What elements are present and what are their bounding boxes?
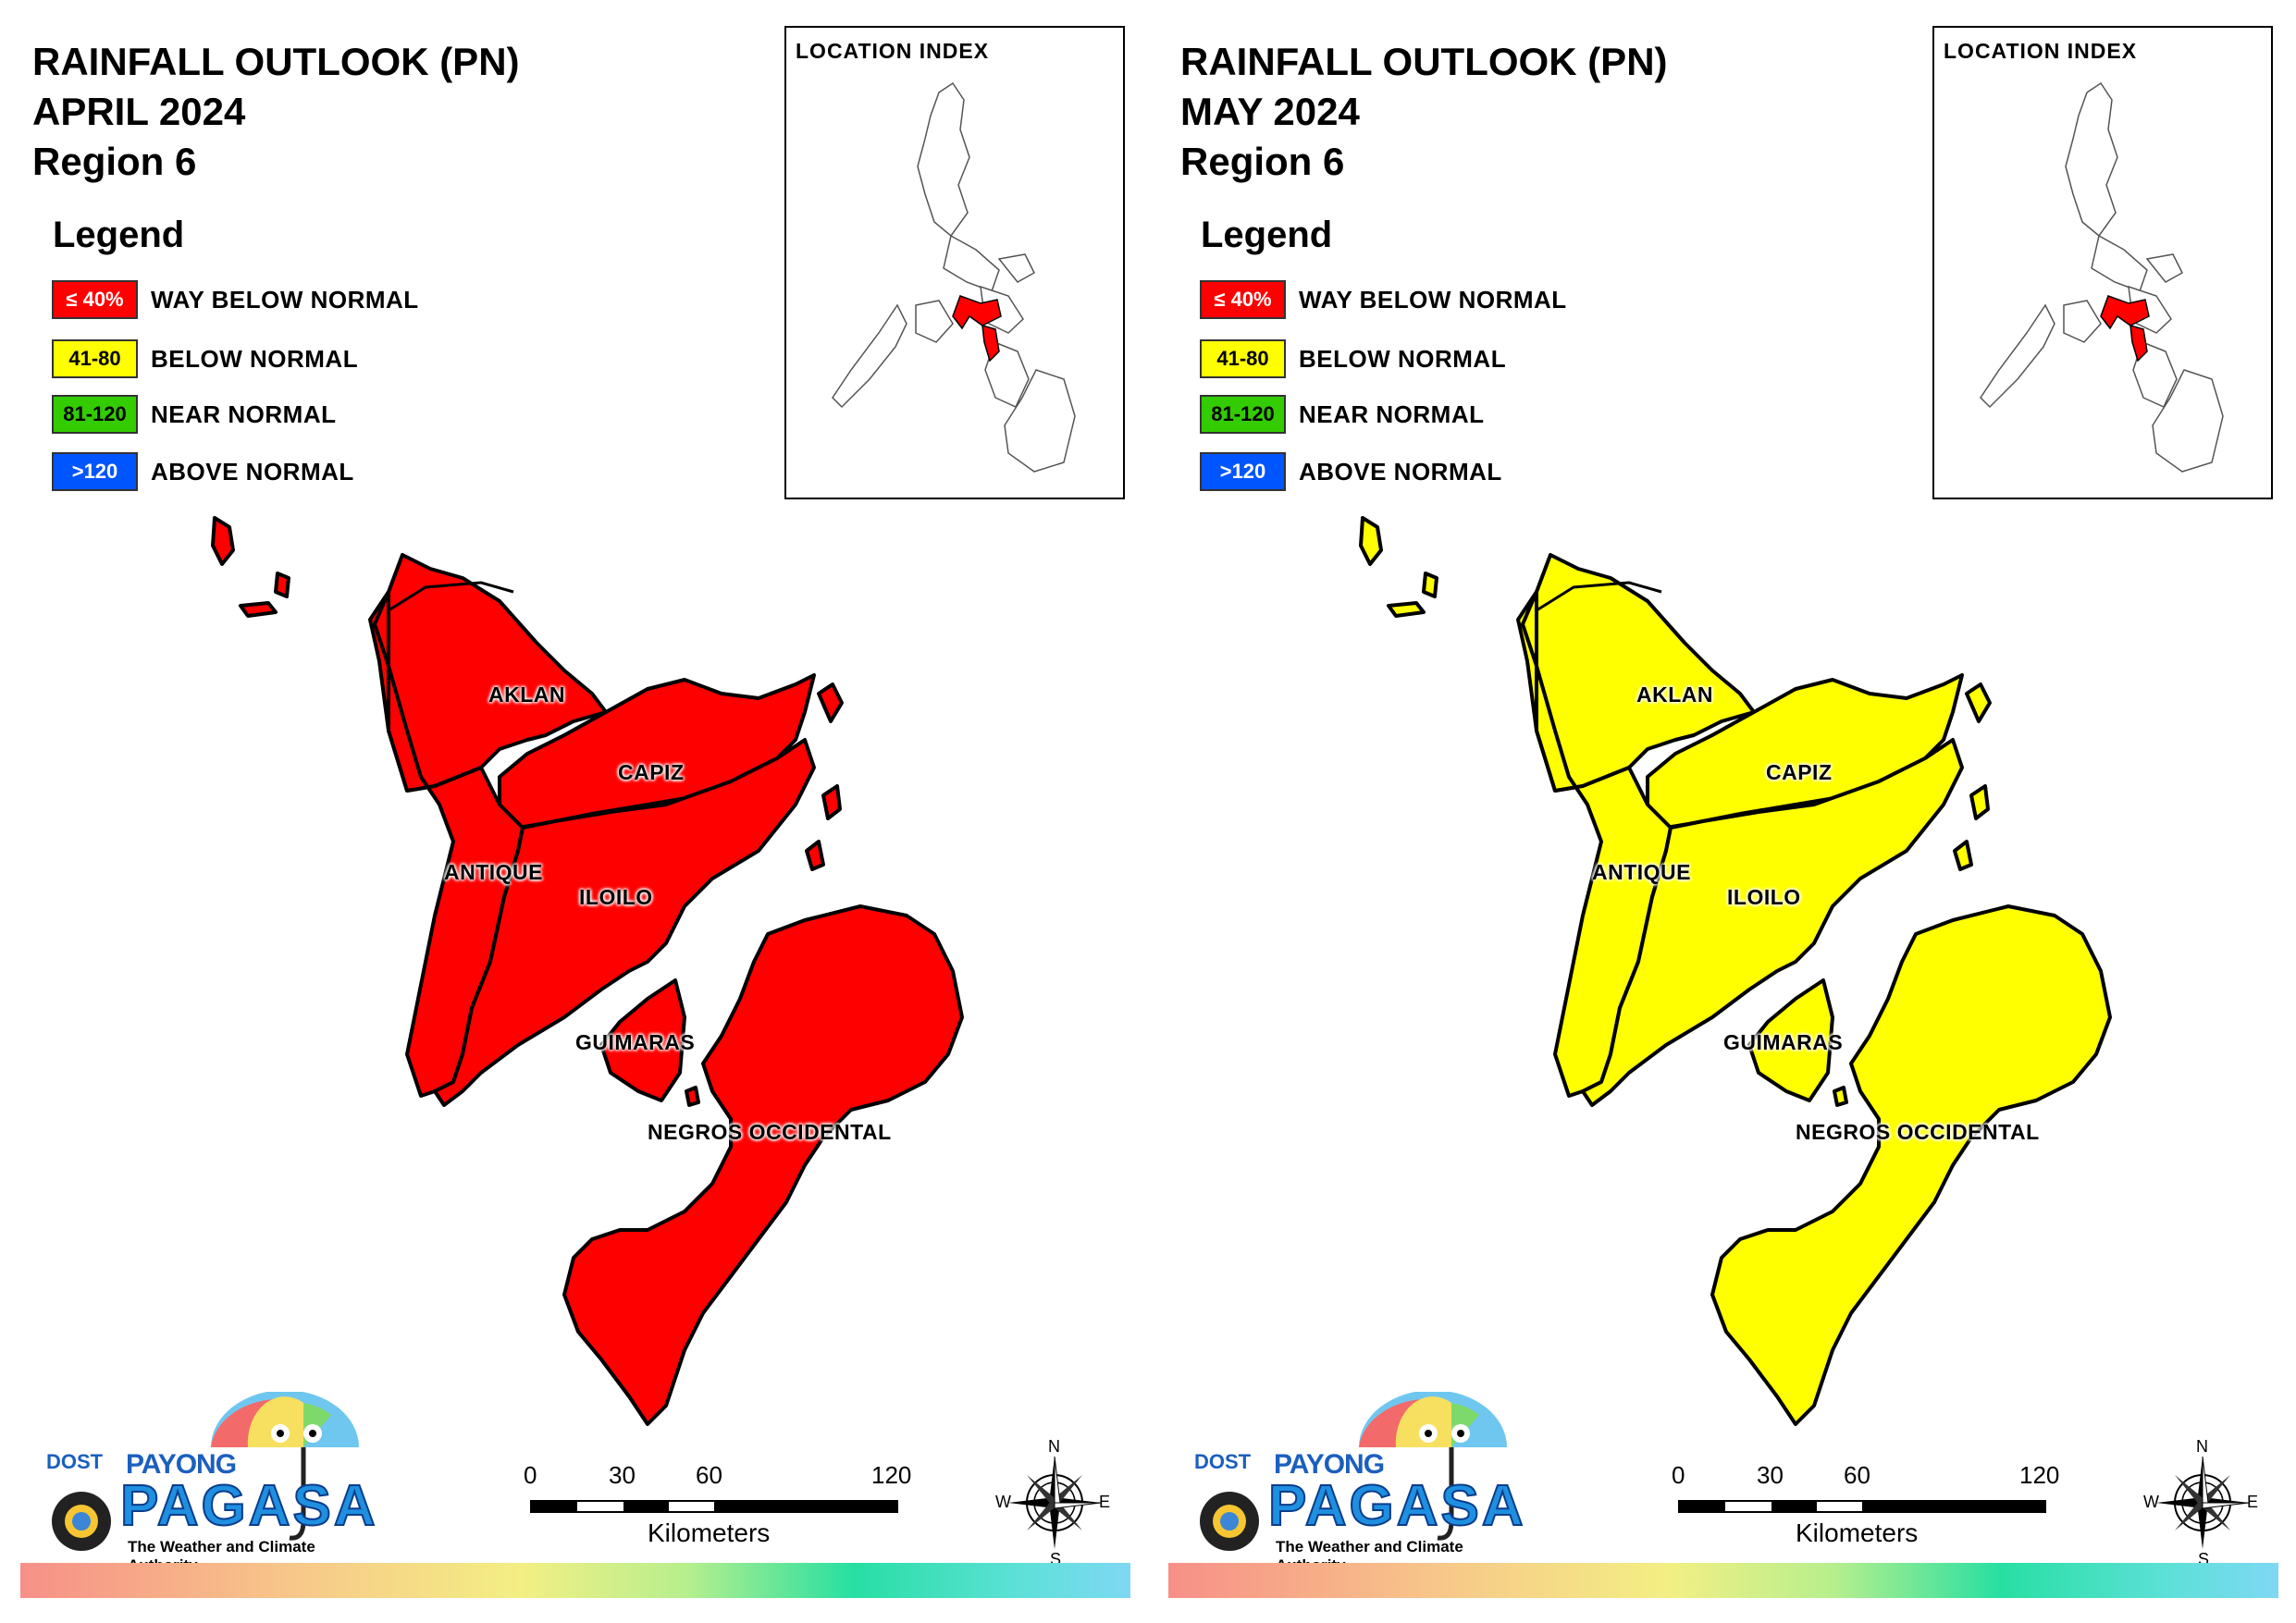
logo-dost-text: DOST (46, 1450, 104, 1473)
legend-label: ABOVE NORMAL (151, 457, 354, 486)
scale-tick: 120 (871, 1461, 912, 1489)
compass-w: W (2143, 1493, 2159, 1511)
scale-bar-graphic (1678, 1500, 2046, 1513)
province-label-capiz: CAPIZ (1766, 760, 1833, 784)
logo-pagasa-text: PAGASA (119, 1473, 378, 1539)
compass-w: W (995, 1493, 1011, 1511)
province-label-capiz: CAPIZ (618, 760, 685, 784)
legend-swatch: >120 (1200, 452, 1286, 491)
province-label-guimaras: GUIMARAS (1723, 1030, 1844, 1054)
outlook-panel-april: RAINFALL OUTLOOK (PN) APRIL 2024 Region … (20, 26, 1130, 1598)
outlook-panel-may: RAINFALL OUTLOOK (PN) MAY 2024 Region 6 … (1148, 0, 2296, 1623)
logo-payong-text: PAYONG (126, 1449, 237, 1480)
province-label-antique: ANTIQUE (1592, 860, 1691, 884)
legend-swatch: ≤ 40% (52, 280, 138, 319)
scale-bar-graphic (530, 1500, 898, 1513)
philippines-outline-map (1980, 81, 2224, 473)
province-label-negros-occidental: NEGROS OCCIDENTAL (648, 1120, 892, 1144)
province-label-aklan: AKLAN (1636, 682, 1713, 707)
title-line-3: Region 6 (1180, 140, 1345, 183)
umbrella-icon (52, 1392, 359, 1551)
legend-label: ABOVE NORMAL (1299, 457, 1502, 486)
compass-n: N (1048, 1437, 1060, 1456)
logo-pagasa-text: PAGASA (1267, 1473, 1526, 1539)
province-label-iloilo: ILOILO (1727, 885, 1801, 909)
scale-tick: 60 (1844, 1461, 1870, 1489)
legend-item-way-below: ≤ 40% WAY BELOW NORMAL (1200, 279, 1567, 320)
legend-item-below: 41-80 BELOW NORMAL (1200, 338, 1506, 379)
region-6-map (1359, 516, 2112, 1426)
umbrella-icon (1200, 1392, 1507, 1551)
province-label-iloilo: ILOILO (579, 885, 653, 909)
philippines-outline-map (832, 81, 1076, 473)
scale-bar: 0 30 60 120 Kilometers (1672, 1461, 2073, 1547)
province-label-negros-occidental: NEGROS OCCIDENTAL (1796, 1120, 2040, 1144)
footer-gradient-bar (1168, 1563, 2278, 1598)
legend-item-way-below: ≤ 40% WAY BELOW NORMAL (52, 279, 419, 320)
scale-bar: 0 30 60 120 Kilometers (524, 1461, 925, 1547)
province-label-aklan: AKLAN (488, 682, 565, 707)
map-title: RAINFALL OUTLOOK (PN) APRIL 2024 Region … (32, 37, 520, 187)
payong-pagasa-logo: DOST PAYONG PAGASA The Weather and Clima… (35, 1392, 387, 1574)
legend-title: Legend (1201, 215, 1333, 255)
title-line-1: RAINFALL OUTLOOK (PN) (1180, 40, 1668, 83)
province-label-guimaras: GUIMARAS (575, 1030, 696, 1054)
legend-swatch: 81-120 (1200, 395, 1286, 434)
scale-tick: 0 (524, 1461, 537, 1489)
legend-item-below: 41-80 BELOW NORMAL (52, 338, 358, 379)
compass-e: E (2247, 1493, 2259, 1511)
footer-gradient-bar (20, 1563, 1130, 1598)
scale-tick: 30 (1757, 1461, 1784, 1489)
location-index-inset: LOCATION INDEX (1932, 26, 2273, 499)
map-title: RAINFALL OUTLOOK (PN) MAY 2024 Region 6 (1180, 37, 1668, 187)
compass-n: N (2196, 1437, 2208, 1456)
title-line-2: MAY 2024 (1180, 90, 1360, 133)
legend-swatch: ≤ 40% (1200, 280, 1286, 319)
scale-tick: 120 (2019, 1461, 2060, 1489)
inset-title: LOCATION INDEX (796, 39, 990, 63)
legend-item-above: >120 ABOVE NORMAL (1200, 451, 1502, 492)
legend-swatch: 81-120 (52, 395, 138, 434)
title-line-1: RAINFALL OUTLOOK (PN) (32, 40, 520, 83)
scale-tick: 30 (609, 1461, 636, 1489)
title-line-2: APRIL 2024 (32, 90, 246, 133)
legend-label: WAY BELOW NORMAL (151, 285, 419, 314)
scale-unit: Kilometers (648, 1518, 771, 1547)
compass-e: E (1099, 1493, 1111, 1511)
payong-pagasa-logo: DOST PAYONG PAGASA The Weather and Clima… (1183, 1392, 1535, 1574)
province-label-antique: ANTIQUE (444, 860, 543, 884)
location-index-inset: LOCATION INDEX (784, 26, 1125, 499)
legend-item-above: >120 ABOVE NORMAL (52, 451, 354, 492)
title-line-3: Region 6 (32, 140, 197, 183)
logo-dost-text: DOST (1194, 1450, 1252, 1473)
scale-tick: 60 (696, 1461, 722, 1489)
inset-title: LOCATION INDEX (1944, 39, 2138, 63)
region-6-map (211, 516, 964, 1426)
legend-swatch: 41-80 (1200, 339, 1286, 378)
legend-label: NEAR NORMAL (1299, 400, 1485, 428)
compass-rose-icon: N S E W (2143, 1437, 2259, 1568)
legend-label: BELOW NORMAL (151, 344, 359, 373)
legend-label: WAY BELOW NORMAL (1299, 285, 1567, 314)
legend-swatch: 41-80 (52, 339, 138, 378)
legend-label: NEAR NORMAL (151, 400, 337, 428)
scale-tick: 0 (1672, 1461, 1685, 1489)
legend-label: BELOW NORMAL (1299, 344, 1507, 373)
legend-item-near: 81-120 NEAR NORMAL (1200, 394, 1485, 435)
compass-rose-icon: N S E W (995, 1437, 1111, 1568)
legend-swatch: >120 (52, 452, 138, 491)
legend-title: Legend (53, 215, 185, 255)
scale-unit: Kilometers (1796, 1518, 1919, 1547)
logo-payong-text: PAYONG (1274, 1449, 1385, 1480)
legend-item-near: 81-120 NEAR NORMAL (52, 394, 337, 435)
